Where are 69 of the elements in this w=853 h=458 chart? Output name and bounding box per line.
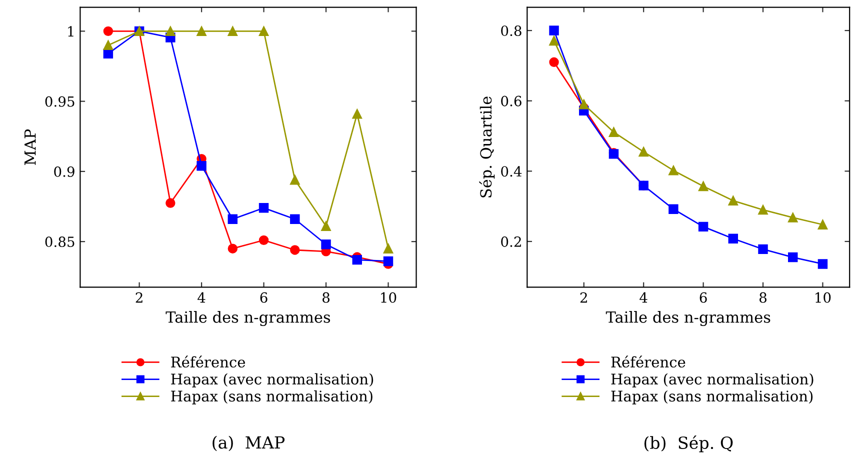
point [668, 166, 678, 176]
point [698, 222, 708, 232]
legend-label: Référence [171, 356, 246, 368]
legend-label: Hapax (avec normalisation) [171, 373, 374, 388]
point [196, 160, 206, 171]
point [788, 252, 798, 262]
x-tick-label: 8 [760, 292, 766, 303]
point [788, 212, 798, 222]
point [383, 256, 394, 266]
text: (a) MAP [212, 436, 285, 452]
x-tick-label: 6 [260, 292, 268, 303]
y-tick-label: 0.9 [54, 166, 74, 177]
x-axis-title: Taille des n-grammes [606, 311, 770, 326]
point [549, 36, 559, 46]
y-tick-label: 0.4 [501, 166, 522, 177]
point [549, 26, 559, 36]
x-tick-label: 2 [136, 292, 142, 303]
y-axis-title: MAP [24, 129, 36, 165]
point [321, 221, 331, 232]
x-tick-label: 4 [640, 292, 648, 303]
point [818, 259, 828, 269]
point [290, 245, 300, 255]
point [228, 214, 238, 224]
point [352, 109, 362, 119]
y-tick-label: 0.95 [45, 96, 74, 107]
point [228, 244, 238, 254]
point [608, 127, 619, 137]
y-axis-title: Sép. Quartile [479, 96, 495, 198]
point [321, 240, 331, 250]
point [728, 234, 738, 244]
y-tick-label: 0.85 [45, 236, 74, 248]
x-tick-label: 6 [700, 292, 707, 303]
point [698, 181, 708, 192]
point [758, 244, 768, 254]
x-tick-label: 10 [816, 292, 831, 303]
point [290, 175, 300, 185]
point [383, 244, 394, 254]
y-tick-label: 0.8 [501, 26, 522, 36]
point [103, 40, 114, 50]
y-tick-label: 1 [68, 26, 74, 36]
point [758, 204, 768, 215]
point [352, 254, 362, 265]
point [196, 26, 206, 36]
legend-label: Hapax (sans normalisation) [611, 390, 813, 404]
text: (b) Sép. Q [644, 435, 733, 452]
point [728, 196, 738, 206]
point [166, 26, 176, 36]
x-tick-label: 4 [198, 292, 206, 303]
y-tick-label: 0.2 [501, 236, 521, 247]
point [549, 57, 559, 68]
legend-label: Hapax (sans normalisation) [171, 390, 372, 404]
x-tick-label: 2 [580, 292, 587, 303]
point [290, 214, 300, 224]
point [228, 26, 238, 36]
point [166, 198, 176, 208]
point [258, 26, 269, 36]
x-tick-label: 8 [322, 292, 330, 303]
x-axis-title: Taille des n-grammes [166, 311, 330, 326]
point [103, 26, 114, 36]
point [579, 99, 589, 110]
point [258, 235, 269, 246]
point [258, 203, 269, 213]
point [638, 146, 648, 157]
legend-label: Référence [611, 356, 686, 368]
point [818, 220, 828, 230]
legend-label: Hapax (avec normalisation) [611, 373, 814, 388]
y-tick-label: 0.6 [501, 96, 522, 106]
point [668, 204, 678, 214]
x-tick-label: 10 [381, 292, 396, 303]
